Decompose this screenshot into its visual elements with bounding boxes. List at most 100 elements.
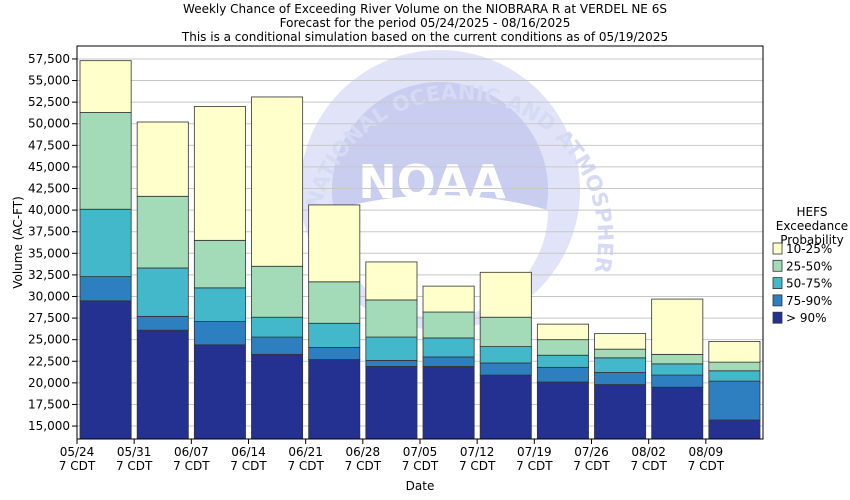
bar-segment: [136, 195, 189, 269]
bar-segment: [651, 363, 704, 376]
x-tick-label: 07/26: [574, 445, 609, 459]
x-tick-label-time: 7 CDT: [345, 459, 382, 473]
bar-segment: [251, 353, 304, 440]
bar-segment: [365, 299, 418, 338]
y-tick-label: 37,500: [28, 225, 70, 239]
y-tick-label: 47,500: [28, 138, 70, 152]
x-tick-label: 06/28: [346, 445, 381, 459]
bar-segment: [708, 340, 761, 363]
bar-segment: [651, 386, 704, 440]
legend-swatch: [772, 242, 783, 255]
x-tick-label-time: 7 CDT: [688, 459, 725, 473]
x-tick-label: 06/21: [288, 445, 323, 459]
bar-segment: [136, 329, 189, 440]
legend-label: > 90%: [786, 311, 827, 325]
bar-segment: [79, 60, 132, 113]
bar-segment: [193, 106, 246, 241]
y-tick-label: 30,000: [28, 289, 70, 303]
grid-lines: [77, 58, 763, 427]
chart-title-line-1: Weekly Chance of Exceeding River Volume …: [183, 2, 667, 16]
bar-segment: [536, 354, 589, 368]
y-tick-label: 15,000: [28, 419, 70, 433]
legend-title-line: Exceedance: [776, 219, 848, 233]
bar-segment: [251, 336, 304, 355]
bar-segment: [193, 239, 246, 289]
x-tick-label: 05/24: [60, 445, 95, 459]
x-tick-label-time: 7 CDT: [516, 459, 553, 473]
bar-segment: [365, 366, 418, 440]
bar-segment: [594, 357, 647, 373]
x-tick-label: 07/19: [517, 445, 552, 459]
legend-swatch: [772, 311, 783, 324]
chart-title-line-2: Forecast for the period 05/24/2025 - 08/…: [279, 16, 571, 30]
bar-segment: [193, 344, 246, 440]
bar-segment: [479, 316, 532, 347]
bar-segment: [536, 339, 589, 356]
x-tick-label-time: 7 CDT: [230, 459, 267, 473]
bar-segment: [136, 315, 189, 331]
bar-segment: [479, 362, 532, 376]
bar-segment: [136, 121, 189, 197]
y-axis-label: Volume (AC-FT): [11, 196, 25, 289]
y-tick-label: 40,000: [28, 203, 70, 217]
y-tick-label: 45,000: [28, 160, 70, 174]
bar-segment: [422, 337, 475, 358]
bar-segment: [479, 374, 532, 440]
bar-segment: [251, 96, 304, 267]
bar-segment: [422, 366, 475, 440]
x-tick-label-time: 7 CDT: [573, 459, 610, 473]
x-tick-label: 08/02: [631, 445, 666, 459]
bar-segment: [651, 353, 704, 365]
x-tick-label: 07/12: [460, 445, 495, 459]
x-axis-label: Date: [406, 479, 435, 493]
x-tick-label: 06/07: [174, 445, 209, 459]
legend-label: 10-25%: [786, 242, 832, 256]
bar-segment: [193, 321, 246, 346]
bar-segment: [708, 419, 761, 440]
bar-segment: [651, 298, 704, 355]
legend-swatch: [772, 259, 783, 272]
legend-label: 50-75%: [786, 277, 832, 291]
bar-segment: [422, 285, 475, 313]
legend-title-line: HEFS: [797, 205, 828, 219]
y-tick-label: 32,500: [28, 268, 70, 282]
y-tick-label: 25,000: [28, 333, 70, 347]
bar-segment: [79, 208, 132, 278]
bar-segment: [308, 322, 361, 348]
bar-segment: [479, 346, 532, 364]
bar-segment: [594, 333, 647, 350]
bar-segment: [308, 347, 361, 360]
bar-segment: [308, 359, 361, 440]
bar-segment: [594, 372, 647, 385]
x-tick-label-time: 7 CDT: [287, 459, 324, 473]
x-tick-label-time: 7 CDT: [630, 459, 667, 473]
bar-segment: [308, 281, 361, 324]
bar-segment: [365, 336, 418, 361]
bar-segment: [422, 311, 475, 339]
bar-segment: [251, 265, 304, 318]
x-tick-label: 08/09: [689, 445, 724, 459]
x-tick-label: 05/31: [117, 445, 152, 459]
x-tick-label-time: 7 CDT: [459, 459, 496, 473]
legend-title-line: Probability: [780, 233, 843, 247]
y-tick-label: 22,500: [28, 354, 70, 368]
y-tick-label: 35,000: [28, 246, 70, 260]
y-tick-label: 57,500: [28, 52, 70, 66]
bar-segment: [536, 366, 589, 383]
x-tick-label: 07/05: [403, 445, 438, 459]
bar-segment: [79, 300, 132, 440]
legend-label: 75-90%: [786, 294, 832, 308]
x-tick-label-time: 7 CDT: [402, 459, 439, 473]
y-tick-label: 42,500: [28, 182, 70, 196]
bar-segment: [251, 316, 304, 338]
chart-title-line-3: This is a conditional simulation based o…: [181, 30, 669, 44]
x-tick-label-time: 7 CDT: [59, 459, 96, 473]
bar-segment: [708, 370, 761, 382]
bar-segment: [79, 276, 132, 302]
y-tick-label: 50,000: [28, 117, 70, 131]
legend-swatch: [772, 277, 783, 290]
bar-segment: [479, 271, 532, 318]
y-tick-label: 27,500: [28, 311, 70, 325]
y-tick-label: 17,500: [28, 397, 70, 411]
